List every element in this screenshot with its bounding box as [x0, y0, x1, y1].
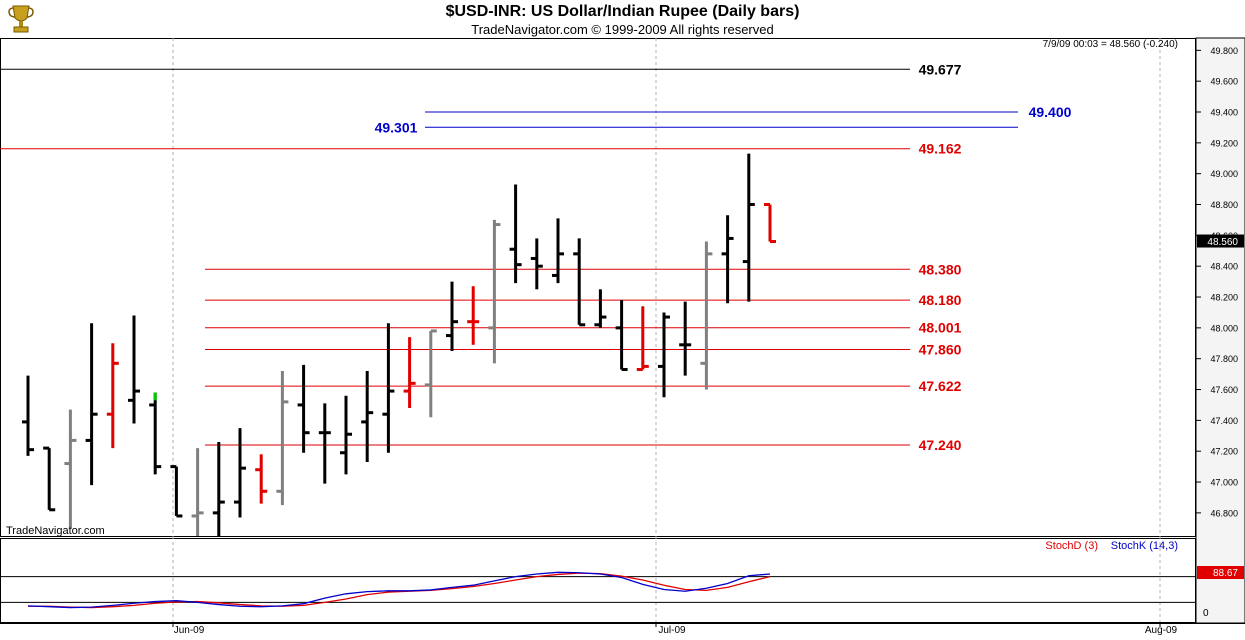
price-bar	[149, 392, 162, 475]
level-label-48-380: 48.380	[919, 261, 962, 277]
price-bar	[530, 238, 543, 290]
y-tick-label: 48.200	[1210, 293, 1238, 303]
price-bar	[128, 315, 140, 424]
stochastic-plot-frame	[0, 538, 1196, 623]
y-tick-label: 47.600	[1210, 385, 1238, 395]
price-bar	[361, 371, 374, 462]
price-bar	[212, 441, 225, 536]
price-bar	[318, 403, 331, 484]
price-bar	[85, 323, 98, 486]
y-tick-label: 49.400	[1210, 108, 1238, 118]
stoch-series-line	[27, 571, 771, 609]
x-tick-label: Jun-09	[174, 625, 205, 636]
price-bar	[764, 203, 776, 244]
y-tick-label: 48.000	[1210, 323, 1238, 333]
watermark: TradeNavigator.com	[6, 525, 105, 537]
price-bar	[64, 409, 77, 529]
level-label-49-677: 49.677	[919, 61, 962, 77]
price-bar	[403, 337, 416, 409]
gridlines	[0, 38, 1196, 623]
price-bar	[340, 395, 352, 475]
price-bar	[43, 446, 56, 512]
price-bar	[297, 364, 310, 453]
price-bar	[679, 301, 692, 376]
last-price-value: 48.560	[1207, 237, 1238, 248]
stochastic-panel: StochD (3) StochK (14,3)	[0, 540, 1196, 609]
y-tick-label: 47.000	[1210, 478, 1238, 488]
trophy-logo-icon	[8, 5, 34, 33]
y-tick-label: 49.000	[1210, 169, 1238, 179]
price-bar	[424, 329, 437, 418]
y-tick-label: 49.200	[1210, 138, 1238, 148]
y-tick-label: 49.800	[1210, 46, 1238, 56]
y-tick-label: 46.800	[1210, 508, 1238, 518]
price-bar	[255, 454, 268, 504]
price-bar	[552, 218, 564, 284]
price-bar	[658, 312, 670, 398]
y-tick-label: 49.600	[1210, 77, 1238, 87]
legend-stochk: StochK (14,3)	[1111, 540, 1178, 552]
level-label-49-162: 49.162	[919, 141, 962, 157]
legend-stochd: StochD (3)	[1045, 540, 1098, 552]
price-axis: Jun-09 Jul-09 Aug-09 46.800 47.000 47.200 47.4…	[0, 37, 1245, 636]
price-bar	[234, 428, 246, 518]
chart-header: $USD-INR: US Dollar/Indian Rupee (Daily …	[0, 0, 1245, 38]
level-label-48-001: 48.001	[919, 320, 962, 336]
price-bar	[382, 323, 395, 453]
y-tick-label: 47.200	[1210, 447, 1238, 457]
y-tick-label: 48.400	[1210, 262, 1238, 272]
price-bar	[700, 241, 713, 390]
y-tick-label: 47.800	[1210, 354, 1238, 364]
y-tick-label: 48.800	[1210, 200, 1238, 210]
last-price-box	[1197, 234, 1244, 248]
price-bar	[594, 289, 607, 328]
stoch-last-value-box	[1197, 566, 1244, 579]
level-label-49-301: 49.301	[375, 119, 418, 135]
price-bar	[509, 184, 522, 284]
level-label-49-400: 49.400	[1029, 104, 1072, 120]
price-bar	[615, 300, 628, 371]
price-bar	[721, 215, 734, 304]
last-price-info: 7/9/09 00:03 = 48.560 (-0.240)	[1043, 39, 1178, 50]
level-label-47-860: 47.860	[919, 341, 962, 357]
price-bar	[170, 465, 183, 518]
price-bar	[467, 286, 480, 345]
x-tick-label: Jul-09	[658, 625, 686, 636]
price-bar	[488, 219, 501, 364]
x-tick-label: Aug-09	[1145, 625, 1178, 636]
level-label-47-240: 47.240	[919, 437, 962, 453]
stoch-y-tick-label: 0	[1203, 608, 1209, 619]
price-bar	[446, 281, 458, 351]
price-plot-frame	[0, 38, 1196, 537]
price-bar	[22, 375, 34, 456]
price-bar	[636, 306, 649, 371]
y-tick-label: 47.400	[1210, 416, 1238, 426]
price-bar	[573, 238, 586, 327]
price-bar	[276, 371, 289, 506]
chart-title: $USD-INR: US Dollar/Indian Rupee (Daily …	[445, 3, 800, 20]
stoch-series-line	[28, 572, 771, 609]
stoch-last-value: 88.67	[1213, 568, 1238, 579]
price-bar	[191, 448, 204, 536]
price-bar	[742, 153, 755, 302]
level-label-48-180: 48.180	[919, 292, 962, 308]
price-bar	[106, 343, 119, 449]
chart-subtitle: TradeNavigator.com © 1999-2009 All right…	[471, 22, 774, 37]
price-bars	[22, 153, 776, 536]
level-label-47-622: 47.622	[919, 378, 962, 394]
